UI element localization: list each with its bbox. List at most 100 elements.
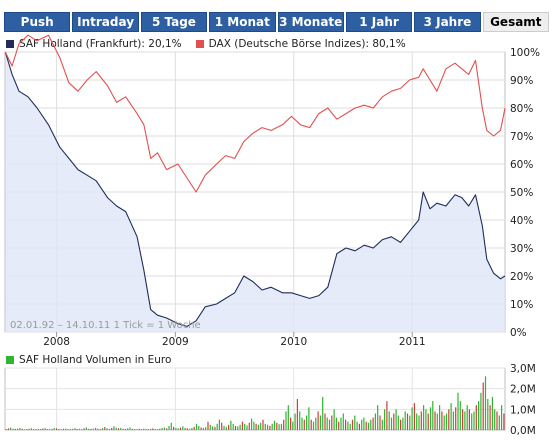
volume-bar [335,417,337,430]
tab-3-monate[interactable]: 3 Monate [277,12,344,32]
volume-bar [436,413,438,430]
tab-1-jahr[interactable]: 1 Jahr [345,12,413,32]
saf-area-fill [5,52,506,332]
volume-bar [198,425,200,430]
volume-bar [163,427,165,430]
volume-bar [491,396,493,430]
legend-label-dax: DAX (Deutsche Börse Indizes): 80,1% [208,38,406,50]
volume-bar [191,427,193,430]
volume-bar [251,418,253,430]
y-tick-label: 100% [510,47,540,59]
volume-bar [450,403,452,430]
tab-intraday[interactable]: Intraday [72,12,139,32]
y-tick-label: 10% [510,299,533,311]
volume-bar [439,405,441,430]
volume-bar [273,420,276,430]
range-label: 02.01.92 – 14.10.11 1 Tick = 1 Woche [10,320,201,331]
x-tick-label: 2010 [280,336,307,348]
volume-bar [99,429,101,430]
volume-bar [248,422,250,430]
volume-bar [301,417,303,430]
volume-bar [441,411,443,430]
volume-bar [88,428,90,430]
volume-bar [324,413,326,430]
volume-bar [53,427,55,430]
volume-bar [466,405,468,430]
volume-bar [42,428,44,430]
volume-bar [189,428,191,430]
volume-bar [65,428,67,430]
volume-bar [287,405,289,430]
volume-bar [113,426,115,430]
volume-bar [445,413,448,430]
volume-bar [283,419,285,430]
volume-bar [370,419,372,430]
volume-bar [223,425,225,430]
volume-bar [78,428,81,430]
volume-bar [83,428,85,430]
volume-bar [420,411,422,430]
volume-bar [46,429,48,430]
volume-bar [448,409,450,430]
volume-bar [276,422,278,430]
volume-bar [462,409,464,430]
volume-bar [7,428,9,430]
volume-bar [292,421,294,430]
volume-bar [205,427,207,430]
tab-5-tage[interactable]: 5 Tage [140,12,208,32]
volume-bar [129,427,131,430]
volume-bar [374,413,376,430]
volume-bar [62,428,65,430]
volume-bar [221,422,223,430]
tab-1-monat[interactable]: 1 Monat [209,12,276,32]
volume-bar [280,423,282,430]
volume-bar [257,424,259,430]
volume-bar [136,429,138,430]
volume-bar [170,422,172,430]
x-tick-label: 2008 [43,336,70,348]
volume-bar [152,428,154,430]
tab-gesamt[interactable]: Gesamt [482,12,549,32]
volume-bar [386,401,388,430]
volume-bar [443,415,445,430]
volume-bar [108,428,110,430]
volume-bar [111,427,113,430]
x-tick-label: 2009 [162,336,189,348]
volume-bar [35,429,37,430]
legend-swatch-saf [6,40,14,48]
volume-bar [413,403,415,430]
volume-bar [315,417,317,430]
volume-bar [241,421,243,430]
volume-bar [37,428,39,430]
volume-bar [72,428,74,430]
volume-bar [354,415,356,430]
volume-bar [489,405,491,430]
volume-bar [308,407,310,430]
volume-bar [51,428,53,430]
volume-bar [260,422,262,430]
volume-bar [214,426,216,430]
volume-bar [264,423,266,430]
volume-y-tick-label: 2,0M [510,384,536,396]
volume-bar [358,423,360,430]
volume-bar [179,427,182,430]
volume-bar [457,392,459,430]
legend-item-dax: DAX (Deutsche Börse Indizes): 80,1% [195,38,406,50]
volume-bar [17,428,19,430]
tab-3-jahre[interactable]: 3 Jahre [414,12,481,32]
volume-bar [117,428,120,430]
tab-push[interactable]: Push [4,12,71,32]
volume-bar [145,429,147,430]
volume-bar [393,413,395,430]
volume-bar [161,427,163,430]
x-tick-label: 2011 [399,336,426,348]
volume-bar [409,415,411,430]
volume-bar [299,411,301,430]
volume-bar [154,429,156,430]
volume-bar [120,427,122,430]
volume-bar [246,425,248,430]
volume-bar [416,413,418,430]
volume-bar [12,428,14,430]
volume-bar [44,428,46,430]
volume-bar [404,411,406,430]
